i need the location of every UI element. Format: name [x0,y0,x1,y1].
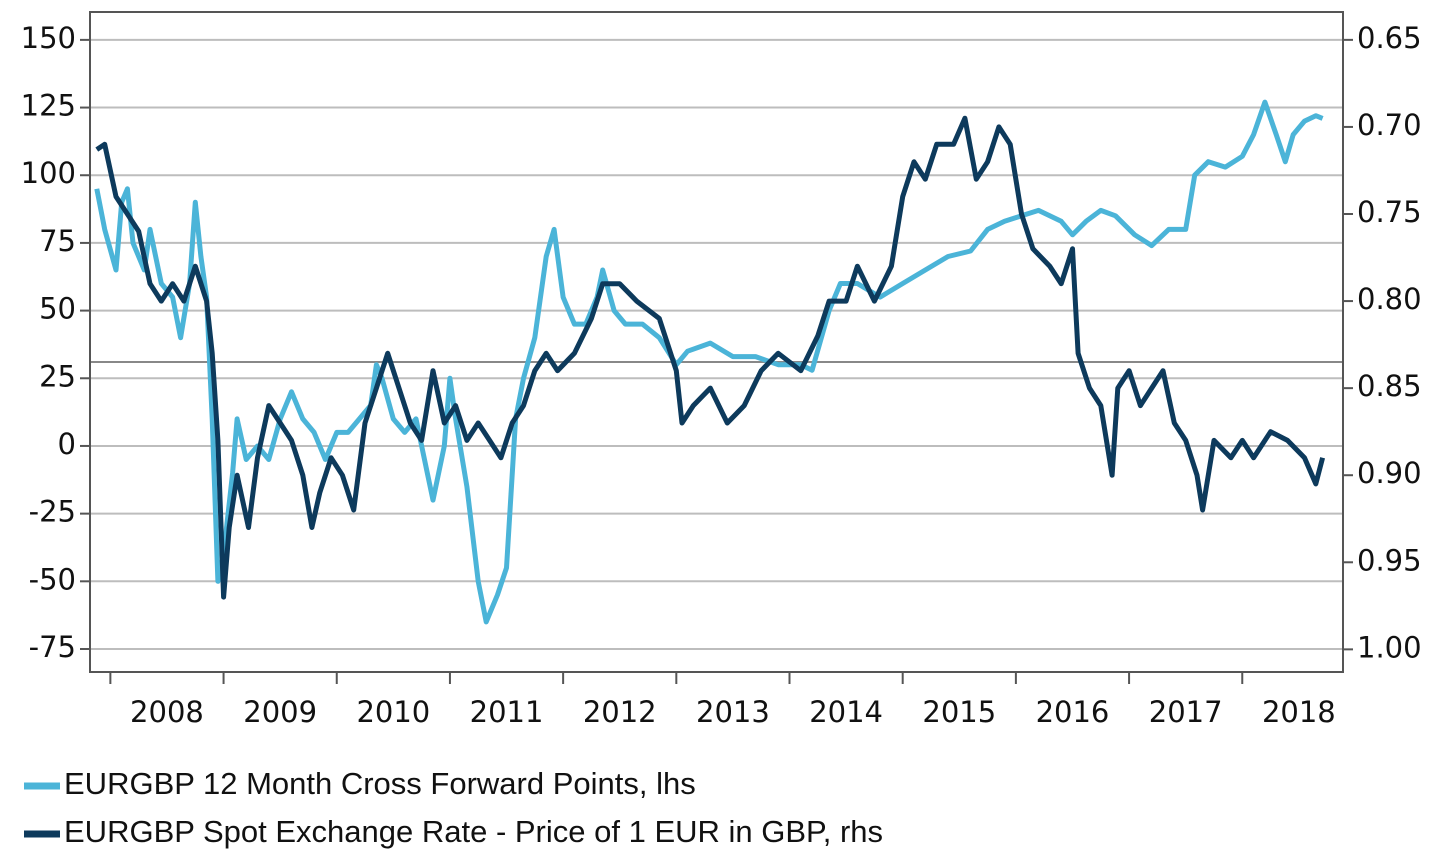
x-tick-label: 2010 [356,695,430,729]
y-tick-label: 150 [21,21,76,55]
y-tick-label: 25 [39,359,76,393]
y-tick-label: 0 [58,427,76,461]
plot-frame [89,11,1344,673]
legend-label: EURGBP Spot Exchange Rate - Price of 1 E… [64,814,883,849]
x-tick-label: 2016 [1036,695,1110,729]
y2-tick-label: 0.85 [1357,369,1422,403]
x-tick-label: 2017 [1149,695,1223,729]
y-tick-label: 50 [39,292,76,326]
y2-tick-label: 0.70 [1357,108,1422,142]
y-tick-label: -75 [29,630,76,664]
x-tick-label: 2011 [470,695,544,729]
y2-tick-label: 0.95 [1357,543,1422,577]
y2-tick-label: 0.65 [1357,21,1422,55]
x-tick-label: 2015 [922,695,996,729]
y2-tick-label: 0.80 [1357,282,1422,316]
x-tick-label: 2009 [243,695,317,729]
x-tick-label: 2014 [809,695,883,729]
y-tick-label: -25 [29,495,76,529]
x-tick-label: 2008 [130,695,204,729]
y2-tick-label: 1.00 [1357,630,1422,664]
y-tick-label: 100 [21,156,76,190]
y2-tick-label: 0.75 [1357,195,1422,229]
y-tick-label: -50 [29,562,76,596]
x-tick-label: 2013 [696,695,770,729]
legend: EURGBP 12 Month Cross Forward Points, lh… [24,766,883,849]
x-tick-label: 2018 [1262,695,1336,729]
y-tick-label: 75 [39,224,76,258]
series-line [95,115,1326,600]
y2-tick-label: 0.90 [1357,456,1422,490]
y-tick-label: 125 [21,89,76,123]
legend-label: EURGBP 12 Month Cross Forward Points, lh… [64,766,696,801]
x-tick-label: 2012 [583,695,657,729]
